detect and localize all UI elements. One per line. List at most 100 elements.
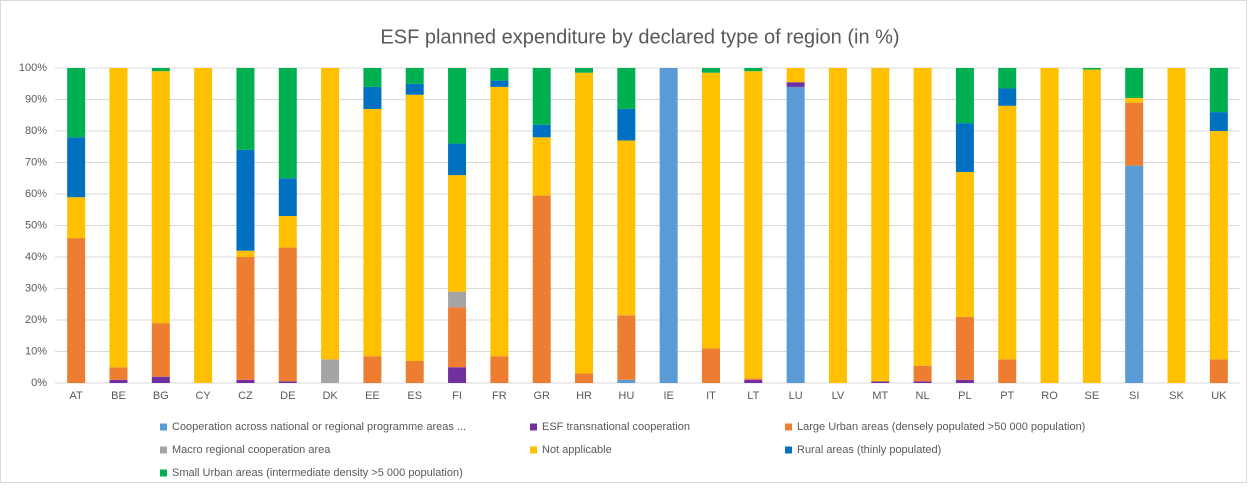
legend-swatch — [530, 446, 537, 454]
x-tick-label: LV — [832, 390, 845, 402]
bar-segment — [701, 68, 720, 73]
bar-segment — [67, 68, 86, 138]
bar-segment — [871, 381, 890, 383]
x-tick-label: IT — [706, 390, 716, 402]
bar-segment — [575, 72, 594, 374]
x-tick-label: CZ — [238, 390, 253, 402]
bar-segment — [998, 359, 1017, 383]
x-tick-label: BE — [111, 390, 126, 402]
bar-segment — [913, 365, 932, 382]
x-tick-label: PL — [958, 390, 971, 402]
y-tick-label: 10% — [25, 345, 47, 357]
bar-segment — [405, 360, 424, 383]
legend-swatch — [530, 423, 537, 431]
bar-segment — [617, 68, 636, 109]
x-tick-label: AT — [70, 390, 84, 402]
x-tick-label: LU — [789, 390, 803, 402]
bar-segment — [744, 379, 763, 383]
x-tick-label: PT — [1000, 390, 1014, 402]
legend-label: Small Urban areas (intermediate density … — [172, 467, 463, 479]
bar-segment — [617, 108, 636, 141]
bar-segment — [955, 68, 974, 124]
x-tick-label: FI — [452, 390, 462, 402]
bar-segment — [236, 149, 255, 251]
bar-segment — [955, 171, 974, 317]
bar-segment — [1040, 68, 1059, 383]
bar-segment — [321, 68, 340, 360]
y-tick-label: 40% — [25, 251, 47, 263]
bar-segment — [955, 316, 974, 380]
y-tick-label: 90% — [25, 93, 47, 105]
x-tick-label: GR — [533, 390, 550, 402]
legend-swatch — [785, 423, 792, 431]
x-tick-label: RO — [1041, 390, 1058, 402]
legend-label: Large Urban areas (densely populated >50… — [797, 421, 1085, 433]
bar-segment — [1125, 165, 1144, 383]
bar-segment — [786, 68, 805, 83]
y-tick-label: 60% — [25, 188, 47, 200]
y-tick-label: 20% — [25, 314, 47, 326]
y-tick-label: 0% — [31, 377, 47, 389]
y-tick-label: 30% — [25, 282, 47, 294]
bar-segment — [617, 315, 636, 380]
bar-segment — [955, 123, 974, 172]
bar-segment — [151, 376, 170, 383]
bar-segment — [236, 379, 255, 383]
legend-label: Cooperation across national or regional … — [172, 421, 466, 433]
y-tick-label: 100% — [19, 62, 47, 74]
bar-segment — [532, 68, 551, 125]
bar-segment — [575, 68, 594, 73]
x-tick-label: CY — [195, 390, 211, 402]
legend-label: ESF transnational cooperation — [542, 421, 690, 433]
bar-segment — [278, 178, 297, 217]
x-tick-label: EE — [365, 390, 380, 402]
bar-segment — [448, 291, 467, 308]
bar-segment — [490, 68, 509, 81]
bar-segment — [490, 80, 509, 87]
bar-segment — [998, 68, 1017, 89]
x-tick-label: SI — [1129, 390, 1139, 402]
bar-segment — [109, 367, 128, 380]
bar-segment — [405, 68, 424, 84]
bar-segment — [448, 367, 467, 383]
x-tick-label: HR — [576, 390, 592, 402]
bar-segment — [659, 68, 678, 383]
bar-segment — [194, 68, 213, 383]
bar-segment — [363, 86, 382, 109]
bar-segment — [405, 94, 424, 361]
bar-segment — [744, 378, 763, 380]
bar-segment — [998, 105, 1017, 360]
bar-segment — [236, 68, 255, 150]
bar-segment — [1209, 112, 1228, 131]
bar-segment — [1209, 359, 1228, 383]
bar-segment — [871, 68, 890, 382]
bar-segment — [1082, 68, 1101, 70]
bar-segment — [448, 68, 467, 144]
bar-segment — [67, 238, 86, 383]
bar-segment — [405, 83, 424, 95]
bar-segment — [1209, 131, 1228, 360]
bar-segment — [532, 195, 551, 383]
bar-segment — [617, 140, 636, 316]
bar-segment — [786, 86, 805, 384]
x-tick-label: DE — [280, 390, 295, 402]
bar-segment — [448, 143, 467, 176]
bar-segment — [575, 373, 594, 383]
y-tick-label: 50% — [25, 219, 47, 231]
bar-segment — [1209, 68, 1228, 113]
x-tick-label: ES — [407, 390, 422, 402]
bar-segment — [151, 71, 170, 324]
x-tick-label: MT — [872, 390, 888, 402]
legend-swatch — [160, 423, 167, 431]
x-tick-label: DK — [322, 390, 338, 402]
bar-segment — [363, 68, 382, 87]
bar-segment — [109, 379, 128, 383]
bar-segment — [490, 86, 509, 357]
legend-label: Macro regional cooperation area — [172, 444, 331, 456]
x-tick-label: HU — [618, 390, 634, 402]
x-tick-label: FR — [492, 390, 507, 402]
bar-segment — [1125, 102, 1144, 166]
x-tick-label: LT — [747, 390, 759, 402]
bar-segment — [913, 381, 932, 383]
